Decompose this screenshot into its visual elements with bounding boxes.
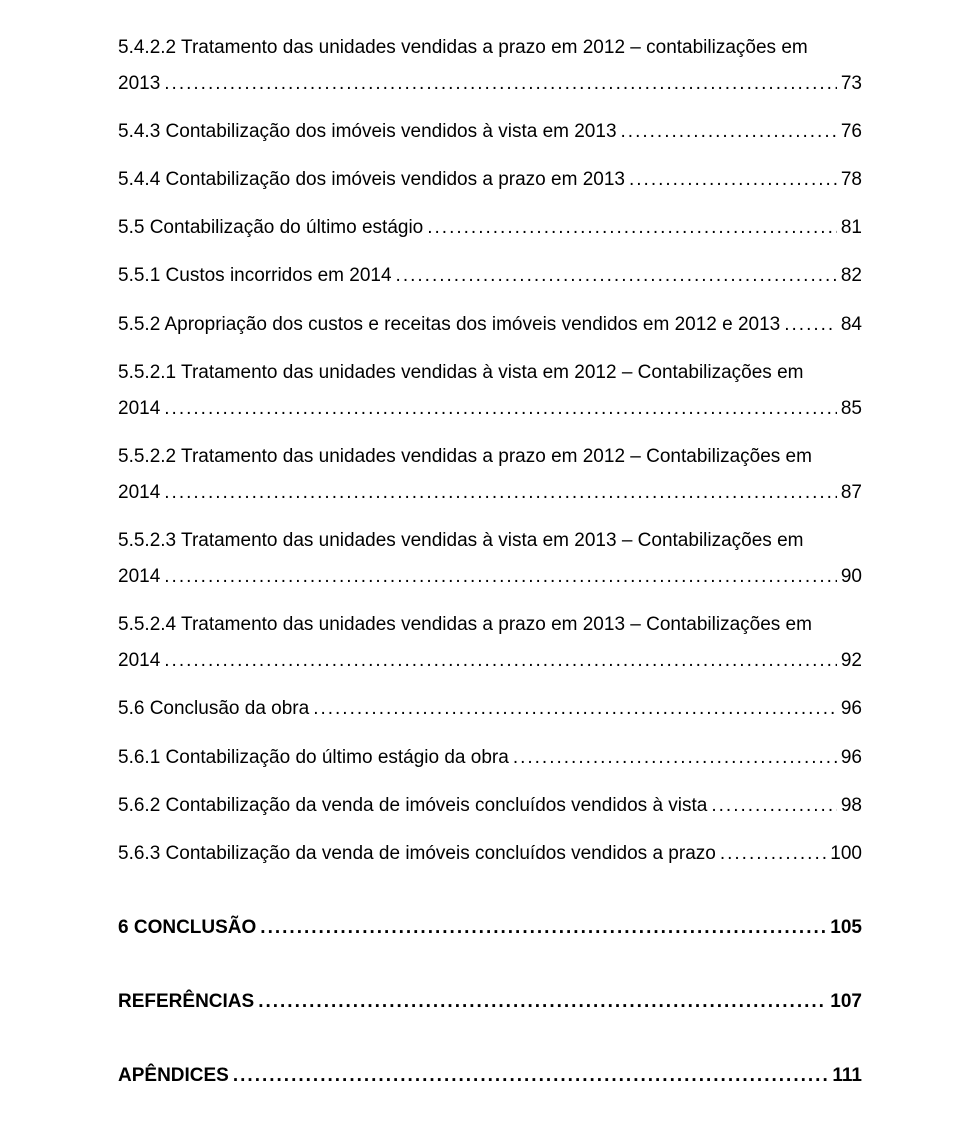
toc-leader [716,836,826,872]
toc-leader [509,740,837,776]
toc-leader [309,691,837,727]
toc-page: 107 [830,984,862,1020]
toc-label: REFERÊNCIAS [118,984,254,1020]
toc-label-line1: 5.5.2.3 Tratamento das unidades vendidas… [118,523,862,559]
toc-page: 78 [841,162,862,198]
toc-label: 5.5.2 Apropriação dos custos e receitas … [118,307,780,343]
toc-label: 5.6 Conclusão da obra [118,691,309,727]
toc-page: 73 [841,66,862,102]
toc-entry: 5.5.2.1 Tratamento das unidades vendidas… [118,355,862,427]
toc-label: 5.6.2 Contabilização da venda de imóveis… [118,788,707,824]
toc-leader [392,258,837,294]
toc-label-line1: 5.4.2.2 Tratamento das unidades vendidas… [118,30,862,66]
toc-label: 5.4.3 Contabilização dos imóveis vendido… [118,114,617,150]
toc-entry: 5.5.1 Custos incorridos em 2014 82 [118,258,862,294]
toc-label-line2: 2014 [118,475,160,511]
toc-page: 87 [841,475,862,511]
toc-entry: 5.6.1 Contabilização do último estágio d… [118,740,862,776]
toc-leader [160,391,837,427]
toc-label: 5.6.1 Contabilização do último estágio d… [118,740,509,776]
toc-leader [160,643,837,679]
toc-page: 100 [830,836,862,872]
toc-entry-heading: REFERÊNCIAS 107 [118,984,862,1020]
toc-entry: 5.4.3 Contabilização dos imóveis vendido… [118,114,862,150]
toc-label-line1: 5.5.2.2 Tratamento das unidades vendidas… [118,439,862,475]
toc-leader [625,162,837,198]
toc-label-line1: 5.5.2.4 Tratamento das unidades vendidas… [118,607,862,643]
toc-entry: 5.6.2 Contabilização da venda de imóveis… [118,788,862,824]
toc-entry: 5.5.2.4 Tratamento das unidades vendidas… [118,607,862,679]
toc-label-line2: 2014 [118,391,160,427]
toc-entry: 5.5.2.3 Tratamento das unidades vendidas… [118,523,862,595]
toc-page: 92 [841,643,862,679]
toc-label-line2: 2014 [118,559,160,595]
toc-label: 5.5 Contabilização do último estágio [118,210,423,246]
toc-leader [707,788,836,824]
toc-label: 5.4.4 Contabilização dos imóveis vendido… [118,162,625,198]
toc-entry-heading: 6 CONCLUSÃO 105 [118,910,862,946]
toc-entry: 5.5.2 Apropriação dos custos e receitas … [118,307,862,343]
toc-page: 96 [841,691,862,727]
toc-label: 5.5.1 Custos incorridos em 2014 [118,258,392,294]
toc-leader [423,210,837,246]
toc-leader [617,114,837,150]
toc-label: 5.6.3 Contabilização da venda de imóveis… [118,836,716,872]
toc-entry-heading: APÊNDICES 111 [118,1058,862,1094]
toc-leader [160,475,837,511]
toc-label-line1: 5.5.2.1 Tratamento das unidades vendidas… [118,355,862,391]
toc-entry: 5.5.2.2 Tratamento das unidades vendidas… [118,439,862,511]
toc-leader [256,910,826,946]
toc-label: APÊNDICES [118,1058,229,1094]
toc-leader [229,1058,829,1094]
toc-entry: 5.4.2.2 Tratamento das unidades vendidas… [118,30,862,102]
toc-entry: 5.6.3 Contabilização da venda de imóveis… [118,836,862,872]
toc-leader [780,307,837,343]
toc-leader [160,66,837,102]
toc-page: 90 [841,559,862,595]
toc-label-line2: 2013 [118,66,160,102]
toc-leader [160,559,837,595]
toc-label-line2: 2014 [118,643,160,679]
toc-page: 84 [841,307,862,343]
toc-page: 76 [841,114,862,150]
toc-page: 111 [832,1058,862,1094]
toc-leader [254,984,826,1020]
toc-entry: 5.6 Conclusão da obra 96 [118,691,862,727]
toc-page: 82 [841,258,862,294]
toc-page: 96 [841,740,862,776]
toc-label: 6 CONCLUSÃO [118,910,256,946]
toc-entry: 5.5 Contabilização do último estágio 81 [118,210,862,246]
toc-page: 85 [841,391,862,427]
toc-page: 98 [841,788,862,824]
toc-page: 81 [841,210,862,246]
toc-entry: 5.4.4 Contabilização dos imóveis vendido… [118,162,862,198]
toc-page: 105 [830,910,862,946]
